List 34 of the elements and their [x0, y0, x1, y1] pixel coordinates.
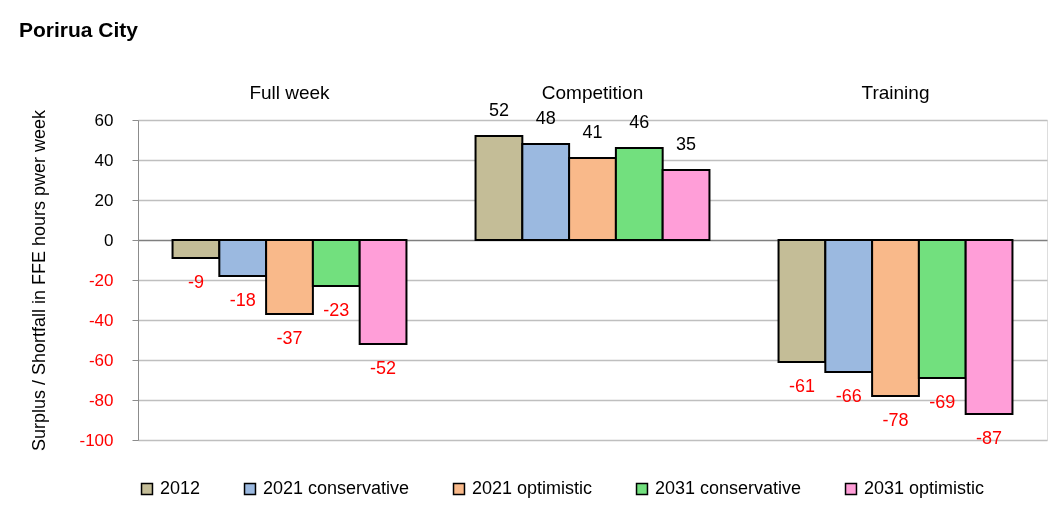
data-label: 35 [676, 134, 697, 154]
data-label: 46 [629, 112, 650, 132]
legend-label: 2021 conservative [263, 478, 410, 498]
data-label: -61 [788, 376, 815, 396]
y-tick-label: 20 [94, 190, 114, 210]
x-tick-label: Training [861, 81, 930, 103]
data-label: -52 [370, 358, 397, 378]
data-label: 48 [535, 108, 556, 128]
x-tick-label: Competition [541, 81, 644, 103]
data-label: 52 [488, 100, 509, 120]
data-label: -23 [323, 300, 350, 320]
y-tick-label: -100 [79, 430, 114, 450]
chart-title: Porirua City [18, 18, 139, 41]
data-label: 41 [582, 122, 603, 142]
data-label: -18 [229, 290, 256, 310]
data-label: -66 [835, 386, 862, 406]
y-tick-label: 60 [94, 110, 114, 130]
legend-label: 2031 optimistic [864, 478, 985, 498]
y-tick-label: -20 [88, 270, 114, 290]
data-label: -78 [882, 410, 909, 430]
y-tick-label: -80 [88, 390, 114, 410]
y-tick-label: -40 [88, 310, 114, 330]
data-label: -9 [187, 272, 204, 292]
y-tick-label: 40 [94, 150, 114, 170]
y-tick-label: -60 [88, 350, 114, 370]
legend-label: 2012 [160, 478, 201, 498]
x-tick-label: Full week [249, 81, 331, 103]
data-label: -69 [929, 392, 956, 412]
y-axis-title: Surplus / Shortfall in FFE hours pwer week [29, 108, 50, 452]
legend-label: 2031 conservative [655, 478, 802, 498]
data-label: -37 [276, 328, 303, 348]
legend-label: 2021 optimistic [472, 478, 593, 498]
y-tick-label: 0 [104, 230, 114, 250]
data-label: -87 [976, 428, 1003, 448]
